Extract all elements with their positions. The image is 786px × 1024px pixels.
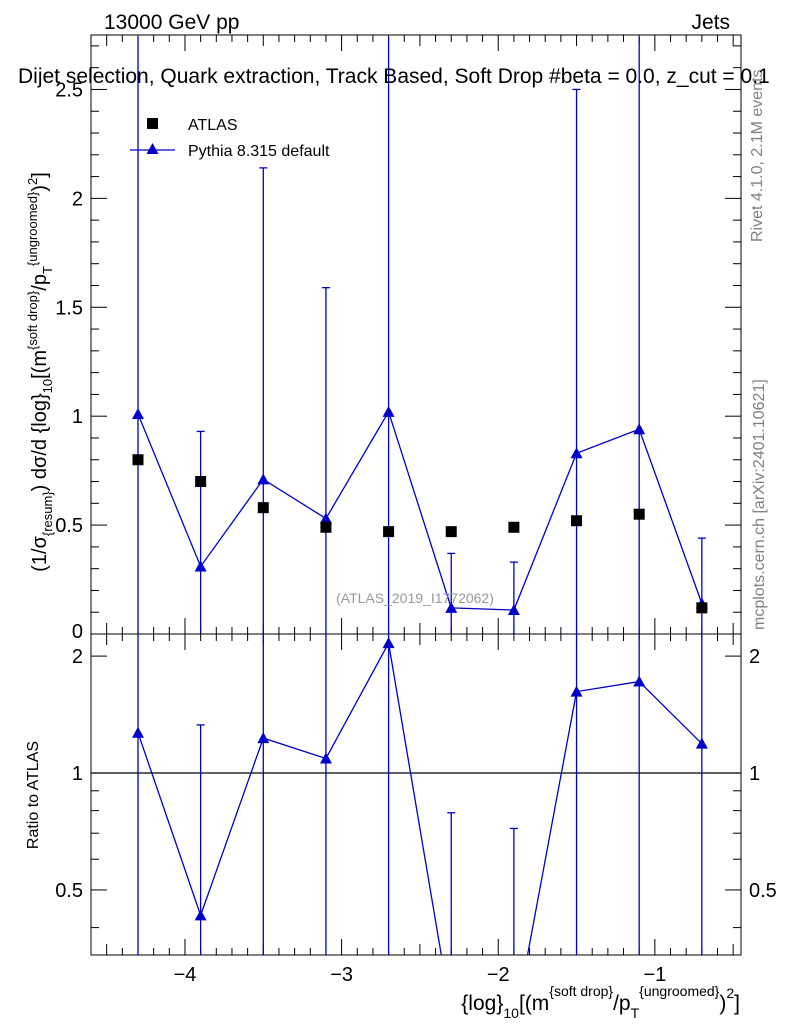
atlas-point (633, 508, 645, 520)
ratio-ytick-label: 0.5 (55, 880, 83, 902)
ratio-point (257, 732, 270, 744)
ratio-xtick-label: −1 (643, 964, 666, 986)
rivet-version-label: Rivet 4.1.0, 2.1M events (749, 69, 766, 242)
atlas-point (508, 521, 520, 533)
ratio-point (445, 1008, 457, 1019)
legend: ATLAS Pythia 8.315 default (130, 117, 330, 160)
ratio-point (382, 637, 395, 649)
ratio-xtick-label: −3 (330, 964, 353, 986)
mc-point (445, 601, 458, 613)
ratio-point (319, 752, 332, 764)
ratio-ytick-label: 1 (72, 763, 83, 785)
ratio-ytick-label: 2 (72, 646, 83, 668)
main-ytick-label-zero: 0 (72, 621, 83, 643)
ratio-ytick-label-right: 1 (749, 763, 760, 785)
plot-title: Dijet selection, Quark extraction, Track… (18, 65, 770, 88)
legend-label-atlas: ATLAS (188, 117, 238, 134)
legend-marker-pythia (146, 143, 159, 154)
atlas-point (257, 502, 269, 514)
main-ylabel: (1/σ{resum}) dσ/d {log}10[(m{soft drop}/… (25, 172, 55, 572)
ratio-ytick-label-right: 0.5 (749, 880, 777, 902)
mc-point (131, 408, 144, 420)
analysis-watermark: (ATLAS_2019_I1772062) (336, 590, 494, 606)
mc-point (633, 423, 646, 435)
atlas-point (195, 476, 207, 488)
ratio-ytick-label-right: 2 (749, 646, 760, 668)
legend-label-pythia: Pythia 8.315 default (188, 143, 330, 160)
ratio-xtick-label: −2 (487, 964, 510, 986)
atlas-point (571, 515, 583, 527)
mcplots-label: mcplots.cern.ch [arXiv:2401.10621] (751, 379, 768, 630)
main-panel: 0.5 1 1.5 2 2.5 0 (55, 34, 742, 643)
atlas-point (445, 526, 457, 538)
legend-marker-atlas (147, 118, 158, 129)
main-ytick-label: 0.5 (55, 515, 83, 537)
ratio-xlabel: {log}10[(m{soft drop}/pT{ungroomed})2] (461, 983, 740, 1021)
atlas-point (696, 602, 708, 614)
ratio-point (633, 675, 646, 687)
mc-point (570, 447, 583, 459)
ratio-line (137, 641, 703, 955)
main-data-layer (131, 37, 708, 634)
ratio-frame (90, 633, 742, 956)
atlas-point (320, 521, 332, 533)
main-ytick-label: 2.5 (55, 79, 83, 101)
ratio-point (695, 737, 708, 749)
main-ytick-label: 1.5 (55, 297, 83, 319)
atlas-point (132, 454, 144, 466)
ratio-point (570, 685, 583, 697)
mc-point (257, 473, 270, 485)
mc-point (194, 560, 207, 572)
mc-line (137, 410, 703, 611)
ratio-panel: 0.5 0.5 1 1 2 2 −4 −3 −2 −1 (55, 633, 777, 1019)
mc-point (319, 512, 332, 524)
atlas-point (383, 526, 395, 538)
main-ytick-label: 1 (72, 406, 83, 428)
process-label: Jets (691, 11, 730, 34)
ratio-xtick-label: −4 (174, 964, 197, 986)
ratio-point (194, 909, 207, 921)
mc-point (382, 405, 395, 417)
ratio-ylabel: Ratio to ATLAS (25, 741, 42, 849)
main-ytick-label: 2 (72, 188, 83, 210)
collision-label: 13000 GeV pp (104, 11, 239, 34)
ratio-data-layer (131, 634, 708, 1019)
ratio-point (131, 726, 144, 738)
mc-point (507, 604, 520, 616)
